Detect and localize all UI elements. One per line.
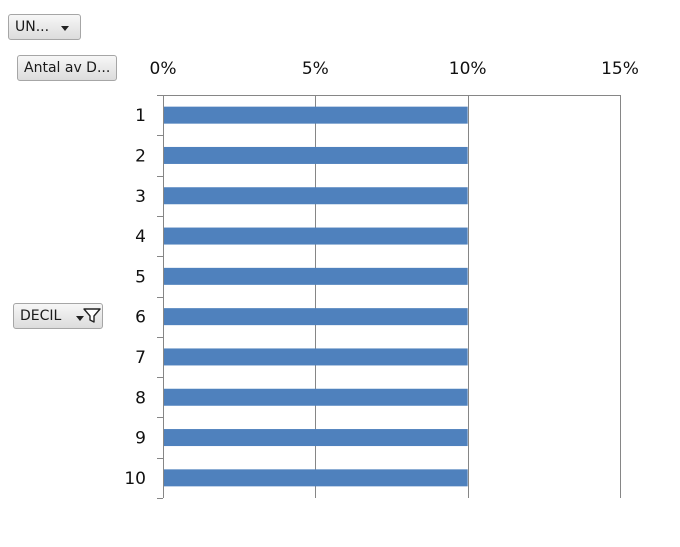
un-field-label: UN... [15,19,50,35]
bar [164,187,468,205]
antal-value-field-button[interactable]: Antal av D... [17,55,117,81]
chevron-down-icon[interactable] [76,316,84,321]
y-tick-label: 7 [135,348,146,368]
antal-field-label: Antal av D... [24,60,111,76]
decil-field-button[interactable]: DECIL [13,303,103,329]
bar [164,429,468,447]
bar [164,308,468,326]
x-tick-label: 15% [601,59,639,79]
x-tick-label: 0% [150,59,177,79]
un-field-button[interactable]: UN... [8,14,81,40]
bars [164,106,468,487]
chevron-down-icon[interactable] [61,26,69,31]
y-tick-label: 2 [135,146,146,166]
tick-labels: 0% 5% 10% 15% 1 2 3 4 5 6 7 8 9 10 [124,59,639,489]
y-tick-label: 4 [135,227,146,247]
y-tick-label: 5 [135,267,146,287]
funnel-filter-icon[interactable] [83,308,101,324]
bar [164,469,468,487]
bar [164,267,468,285]
y-tick-label: 6 [135,308,146,328]
bar [164,348,468,366]
decil-field-label: DECIL [20,308,62,324]
axes [157,95,620,499]
y-tick-label: 9 [135,429,146,449]
y-tick-label: 3 [135,187,146,207]
x-tick-label: 5% [302,59,329,79]
y-tick-label: 1 [135,106,146,126]
bar [164,388,468,406]
bar [164,146,468,164]
x-tick-label: 10% [449,59,487,79]
y-tick-label: 8 [135,388,146,408]
bar [164,106,468,124]
y-tick-label: 10 [124,469,146,489]
bar [164,227,468,245]
